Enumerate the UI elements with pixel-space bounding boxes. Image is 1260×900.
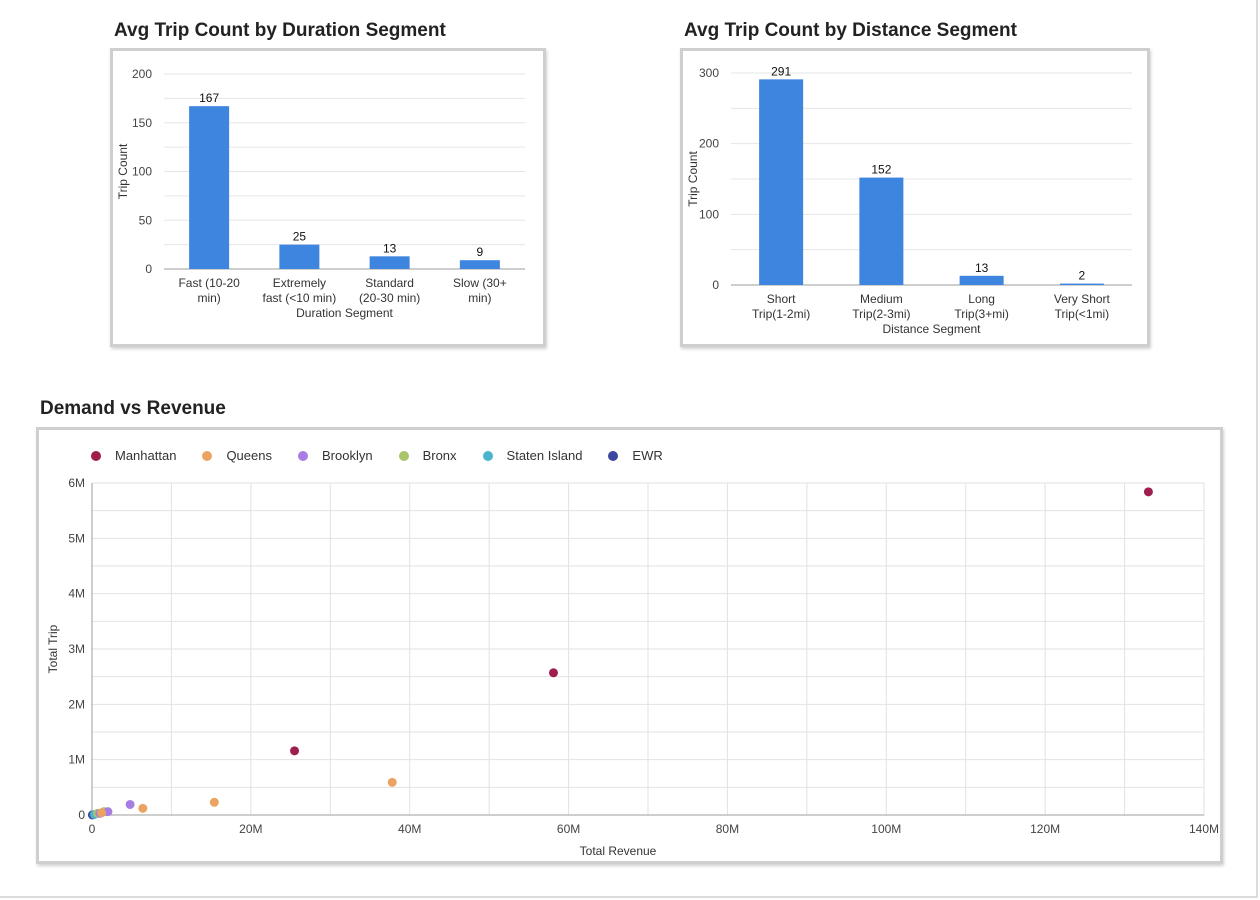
duration-x-axis-label: Duration Segment [296,306,393,320]
legend-swatch [398,450,409,461]
legend-item-brooklyn[interactable]: Brooklyn [297,448,373,463]
scatter-y-tick-label: 6M [68,476,85,490]
legend-swatch [608,450,619,461]
distance-bar [959,275,1004,285]
legend-label: Queens [226,448,272,463]
demand-vs-revenue-scatter: 0 1M 2M 3M 4M 5M 6M 0 20M 40M 60M 80M 100M 120M 140M To… [46,476,1219,858]
distance-x-axis-label: Distance Segment [882,322,981,336]
duration-x-tick-label: (20-30 min) [359,291,420,305]
duration-chart-card: 0 50 100 150 200 167 Fast (10-20 min) 25 Extremel… [110,48,546,347]
distance-y-tick-label: 0 [712,278,719,292]
scatter-x-axis-label: Total Revenue [580,844,657,858]
scatter-chart-title: Demand vs Revenue [40,398,226,419]
distance-x-tick-label: Short [767,292,796,306]
scatter-point-queens [209,797,219,807]
legend-item-staten-island[interactable]: Staten Island [482,448,583,463]
duration-y-tick-label: 200 [132,67,152,81]
duration-x-tick-label: Slow (30+ [453,276,507,290]
scatter-point-queens [97,808,107,818]
scatter-legend: Manhattan Queens Brooklyn Bronx Staten Islan… [91,448,689,463]
scatter-y-tick-label: 1M [68,753,85,767]
distance-chart-title: Avg Trip Count by Distance Segment [684,20,1017,41]
scatter-chart-card: Manhattan Queens Brooklyn Bronx Staten Islan… [36,427,1223,864]
legend-label: Bronx [422,448,457,463]
distance-y-tick-label: 100 [699,207,719,221]
duration-y-tick-label: 150 [132,116,152,130]
scatter-point-manhattan [548,668,558,678]
legend-swatch [297,450,308,461]
duration-y-tick-label: 50 [139,213,153,227]
legend-item-bronx[interactable]: Bronx [398,448,457,463]
duration-x-tick-label: Standard [365,276,414,290]
distance-x-tick-label: Trip(2-3mi) [852,307,910,321]
duration-x-tick-label: min) [197,291,220,305]
legend-label: EWR [632,448,663,463]
legend-label: Manhattan [115,448,177,463]
duration-x-tick-label: min) [468,291,491,305]
scatter-x-tick-label: 100M [871,822,901,836]
scatter-point-manhattan [1143,487,1153,497]
distance-x-tick-label: Trip(1-2mi) [752,307,810,321]
scatter-y-tick-label: 0 [78,808,85,822]
duration-x-tick-label: Fast (10-20 [178,276,240,290]
legend-swatch [91,450,101,461]
duration-y-tick-label: 0 [145,262,152,276]
duration-data-label: 167 [199,91,219,105]
distance-data-label: 291 [771,64,791,78]
duration-chart-title: Avg Trip Count by Duration Segment [114,20,446,41]
duration-bar [279,244,320,269]
duration-x-tick-label: fast (<10 min) [263,291,337,305]
distance-bar [1059,283,1104,285]
duration-data-label: 25 [293,230,307,244]
scatter-x-tick-label: 60M [557,822,580,836]
duration-bar [459,260,500,269]
distance-y-tick-label: 200 [699,137,719,151]
legend-item-manhattan[interactable]: Manhattan [91,448,176,463]
distance-bar [859,177,904,285]
distance-data-label: 2 [1079,269,1086,283]
duration-y-tick-label: 100 [132,165,152,179]
legend-swatch [202,450,213,461]
duration-data-label: 9 [477,245,484,259]
legend-swatch [482,450,493,461]
distance-data-label: 13 [975,261,989,275]
scatter-x-tick-label: 40M [398,822,421,836]
scatter-point-manhattan [290,746,300,756]
legend-item-ewr[interactable]: EWR [608,448,663,463]
duration-bar [189,106,230,269]
distance-bar [759,79,804,285]
distance-y-axis-label: Trip Count [686,151,700,207]
scatter-x-tick-label: 80M [716,822,739,836]
distance-x-tick-label: Long [968,292,995,306]
duration-y-axis-label: Trip Count [116,143,130,199]
scatter-y-tick-label: 3M [68,642,85,656]
scatter-x-tick-label: 120M [1030,822,1060,836]
scatter-y-tick-label: 2M [68,697,85,711]
duration-data-label: 13 [383,241,397,255]
scatter-point-brooklyn [125,799,135,809]
distance-x-tick-label: Trip(<1mi) [1055,307,1110,321]
scatter-y-axis-label: Total Trip [46,624,60,673]
scatter-x-tick-label: 20M [239,822,262,836]
legend-label: Staten Island [506,448,583,463]
duration-bar [369,256,410,269]
legend-item-queens[interactable]: Queens [202,448,272,463]
legend-label: Brooklyn [321,448,373,463]
scatter-x-tick-label: 0 [89,822,96,836]
distance-data-label: 152 [871,163,891,177]
scatter-point-queens [387,777,397,787]
distance-x-tick-label: Very Short [1054,292,1111,306]
scatter-x-tick-label: 140M [1189,822,1219,836]
scatter-point-queens [138,803,148,813]
distance-x-tick-label: Medium [860,292,903,306]
distance-chart-card: 0 100 200 300 291 Short Trip(1-2mi) 152 Medium Tr… [680,48,1150,347]
distance-y-tick-label: 300 [699,66,719,80]
distance-x-tick-label: Trip(3+mi) [954,307,1009,321]
duration-x-tick-label: Extremely [273,276,326,290]
scatter-y-tick-label: 5M [68,531,85,545]
scatter-y-tick-label: 4M [68,587,85,601]
